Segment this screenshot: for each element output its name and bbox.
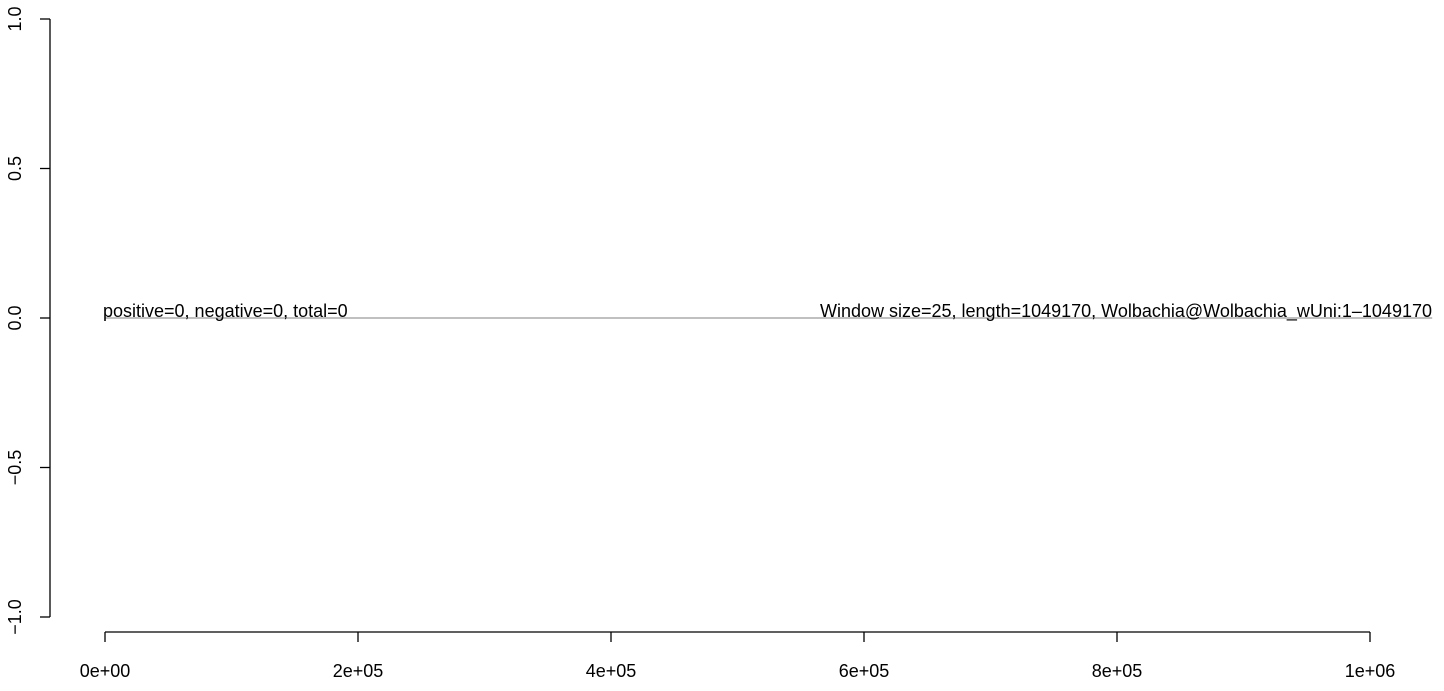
annotation-layer: positive=0, negative=0, total=0 Window si… <box>103 301 1432 322</box>
x-tick-label: 4e+05 <box>586 661 637 681</box>
y-tick-label: 0.0 <box>5 305 25 330</box>
y-tick-label: 0.5 <box>5 156 25 181</box>
y-tick-label: −0.5 <box>5 450 25 486</box>
x-tick-label: 8e+05 <box>1092 661 1143 681</box>
x-axis: 0e+00 2e+05 4e+05 6e+05 8e+05 1e+06 <box>80 631 1396 681</box>
x-tick-label: 6e+05 <box>839 661 890 681</box>
x-tick-label: 2e+05 <box>333 661 384 681</box>
annotation-window-info: Window size=25, length=1049170, Wolbachi… <box>820 301 1432 322</box>
y-axis: −1.0 −0.5 0.0 0.5 1.0 <box>5 6 51 635</box>
x-tick-label: 1e+06 <box>1345 661 1396 681</box>
x-tick-label: 0e+00 <box>80 661 131 681</box>
y-tick-label: −1.0 <box>5 599 25 635</box>
annotation-counts: positive=0, negative=0, total=0 <box>103 301 348 321</box>
y-tick-label: 1.0 <box>5 6 25 31</box>
